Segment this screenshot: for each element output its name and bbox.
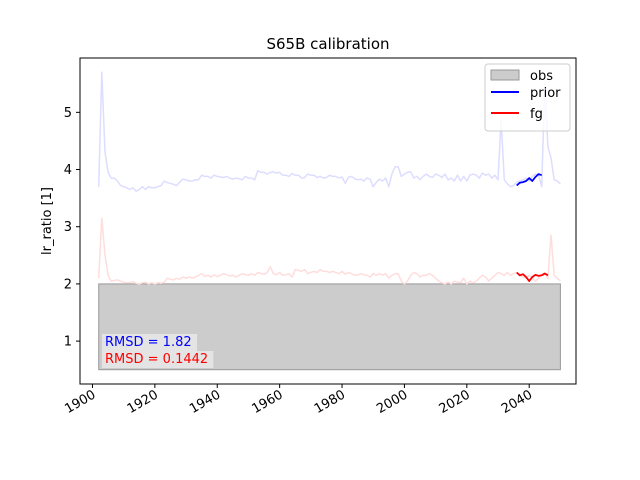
- legend-box: [484, 63, 571, 132]
- legend-fg-label: fg: [530, 107, 543, 122]
- axes-frame: [79, 57, 577, 385]
- rmsd-label-background: [102, 351, 214, 368]
- rmsd-label: RMSD = 1.82: [105, 335, 192, 350]
- y-tick-label: 1: [64, 335, 72, 350]
- x-tick-label: 1980: [312, 387, 348, 417]
- series-fg-line: [97, 217, 561, 285]
- x-tick-label: 1960: [249, 387, 285, 417]
- x-axis: 1900 1920 1940 1960 1980 2000 2020 2040: [62, 384, 535, 417]
- x-tick-label: 1900: [62, 387, 98, 417]
- x-tick-label: 2040: [499, 387, 535, 417]
- x-tick-label: 2020: [437, 387, 473, 417]
- y-tick-label: 5: [64, 106, 72, 121]
- y-tick-label: 4: [64, 163, 72, 178]
- series-prior-line: [97, 71, 561, 193]
- legend: obs prior fg: [484, 63, 571, 132]
- rmsd-label-background: [102, 334, 198, 351]
- rmsd-annotations: RMSD = 1.82 RMSD = 0.1442: [102, 334, 214, 368]
- series-fg-highlight-line: [516, 271, 549, 283]
- x-tick-label: 2000: [374, 387, 410, 417]
- legend-obs-swatch: [490, 69, 520, 81]
- chart-title: S65B calibration: [266, 35, 389, 53]
- legend-obs-label: obs: [530, 69, 553, 84]
- y-tick-label: 2: [64, 277, 72, 292]
- x-tick-label: 1940: [187, 387, 223, 417]
- series-prior-highlight-line: [516, 173, 543, 187]
- y-axis: 1 2 3 4 5: [64, 106, 80, 350]
- x-tick-label: 1920: [125, 387, 161, 417]
- rmsd-label: RMSD = 0.1442: [105, 352, 208, 367]
- y-tick-label: 3: [64, 220, 72, 235]
- y-axis-label: lr_ratio [1]: [40, 187, 55, 255]
- legend-prior-label: prior: [530, 86, 561, 101]
